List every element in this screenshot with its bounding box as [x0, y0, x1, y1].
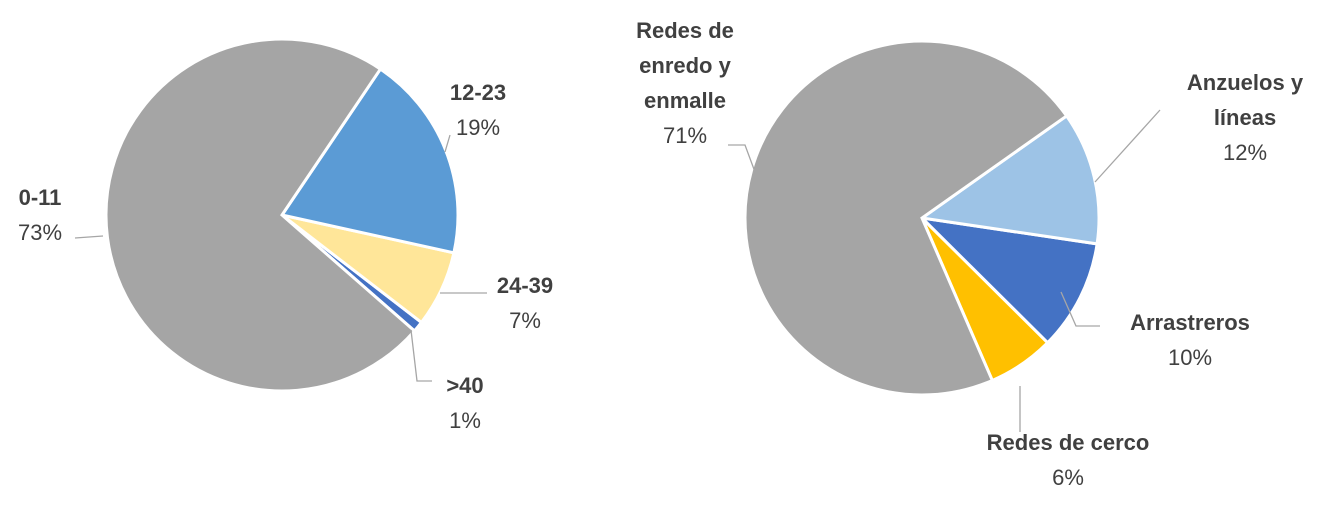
leader-line — [74, 235, 104, 239]
value-label: 12% — [1222, 140, 1268, 165]
leader-line — [410, 329, 432, 382]
category-name: >40 — [446, 373, 484, 398]
category-name: Redes de cerco — [986, 430, 1150, 455]
leader-line — [1060, 291, 1100, 327]
value-label: 7% — [509, 308, 541, 333]
category-name: Arrastreros — [1130, 310, 1250, 335]
pie-slice — [918, 113, 1101, 246]
value-label: 6% — [1052, 465, 1084, 490]
data-label: Redes de cerco 6% — [983, 425, 1153, 495]
value-label: 19% — [455, 115, 501, 140]
leader-lines — [74, 109, 1161, 432]
data-label: >40 1% — [425, 368, 505, 438]
pie-slice — [743, 39, 1069, 397]
category-name: 12-23 — [449, 80, 507, 105]
leader-line — [444, 134, 451, 153]
value-label: 1% — [449, 408, 481, 433]
category-name: 24-39 — [496, 273, 554, 298]
value-label: 71% — [662, 123, 708, 148]
data-label: Anzuelos y líneas 12% — [1160, 65, 1325, 170]
pie-slice — [104, 37, 417, 393]
data-label: Redes de enredo y enmalle 71% — [605, 13, 765, 153]
leader-line — [1094, 109, 1161, 183]
category-name: Redes de enredo y enmalle — [636, 18, 734, 113]
value-label: 73% — [17, 220, 63, 245]
leader-line — [728, 144, 756, 173]
pie-slice — [917, 215, 1099, 345]
data-label: Arrastreros 10% — [1095, 305, 1285, 375]
category-name: 0-11 — [18, 185, 62, 210]
data-label: 12-23 19% — [423, 75, 533, 145]
data-label: 24-39 7% — [470, 268, 580, 338]
category-name: Anzuelos y líneas — [1186, 70, 1304, 130]
data-label: 0-11 73% — [0, 180, 80, 250]
value-label: 10% — [1167, 345, 1213, 370]
